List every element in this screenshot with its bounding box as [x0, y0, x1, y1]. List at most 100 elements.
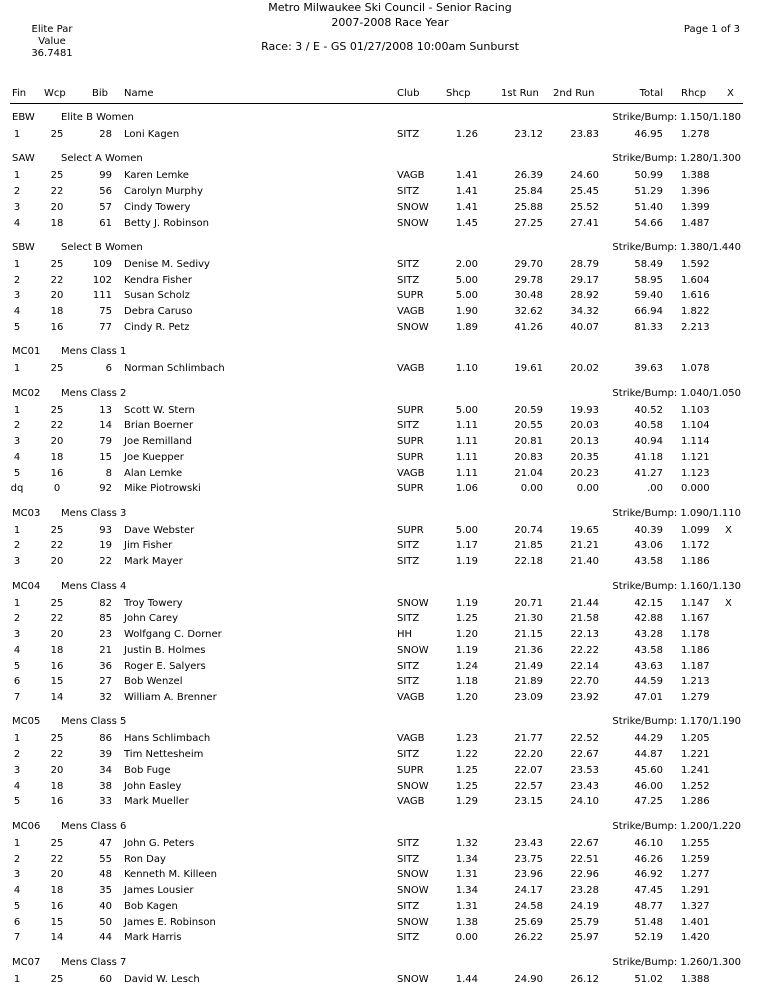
cell-total: 46.00 [634, 780, 663, 792]
page-number: Page 1 of 3 [683, 24, 740, 35]
result-group: MC04 Mens Class 4 Strike/Bump: 1.160/1.130… [0, 579, 780, 706]
cell-rhcp: 1.178 [681, 629, 710, 641]
cell-club: SITZ [397, 258, 420, 270]
table-row: 2 22 14 Brian Boerner SITZ 1.11 20.55 20.03 40.5… [0, 418, 780, 434]
cell-run1: 26.39 [514, 170, 543, 182]
cell-run1: 20.59 [514, 404, 543, 416]
cell-name: James E. Robinson [124, 916, 216, 928]
result-group: SBW Select B Women Strike/Bump: 1.380/1.44… [0, 240, 780, 336]
cell-club: VAGB [397, 733, 425, 745]
cell-wcp: 20 [50, 764, 64, 776]
cell-fin: 1 [13, 524, 21, 536]
cell-name: Debra Caruso [124, 306, 193, 318]
cell-total: 46.10 [634, 837, 663, 849]
cell-total: 51.02 [634, 973, 663, 985]
cell-shcp: 1.11 [455, 467, 478, 479]
cell-run1: 30.48 [514, 290, 543, 302]
cell-rhcp: 1.147 [681, 597, 710, 609]
cell-run2: 22.67 [570, 749, 599, 761]
cell-total: 42.88 [634, 613, 663, 625]
strike-bump: Strike/Bump: 1.380/1.440 [612, 241, 741, 253]
cell-bib: 21 [99, 644, 112, 656]
cell-name: William A. Brenner [124, 692, 217, 704]
cell-wcp: 14 [50, 932, 64, 944]
cell-bib: 92 [99, 483, 112, 495]
cell-bib: 48 [99, 869, 112, 881]
group-header: MC01 Mens Class 1 [0, 344, 780, 361]
cell-run2: 21.44 [570, 597, 599, 609]
cell-club: SITZ [397, 420, 420, 432]
cell-name: Roger E. Salyers [124, 660, 206, 672]
cell-wcp: 22 [50, 613, 64, 625]
cell-run2: 25.52 [570, 201, 599, 213]
elite-par-label-value: Value [38, 36, 66, 47]
result-group: MC05 Mens Class 5 Strike/Bump: 1.170/1.190… [0, 714, 780, 810]
group-name: Mens Class 1 [61, 346, 127, 358]
cell-run1: 23.15 [514, 796, 543, 808]
cell-name: Bob Fuge [124, 764, 171, 776]
cell-fin: 5 [13, 900, 21, 912]
cell-bib: 8 [105, 467, 112, 479]
cell-total: 51.40 [634, 201, 663, 213]
cell-total: 54.66 [634, 217, 663, 229]
cell-name: Mark Harris [124, 932, 182, 944]
cell-name: Justin B. Holmes [124, 644, 206, 656]
cell-total: 43.06 [634, 540, 663, 552]
col-fin: Fin [12, 88, 27, 99]
cell-club: SUPR [397, 290, 424, 302]
group-code: MC02 [12, 387, 41, 399]
table-row: 1 25 82 Troy Towery SNOW 1.19 20.71 21.44 42.15 1… [0, 596, 780, 612]
cell-run2: 34.32 [570, 306, 599, 318]
cell-shcp: 1.34 [455, 853, 478, 865]
table-row: 1 25 13 Scott W. Stern SUPR 5.00 20.59 19.93 40.… [0, 403, 780, 419]
cell-bib: 102 [92, 274, 112, 286]
cell-shcp: 1.20 [455, 629, 478, 641]
cell-wcp: 25 [50, 524, 64, 536]
cell-name: John Easley [124, 780, 182, 792]
table-row: 1 25 28 Loni Kagen SITZ 1.26 23.12 23.83 46.95 1.… [0, 127, 780, 143]
table-row: 2 22 85 John Carey SITZ 1.25 21.30 21.58 42.88 1.… [0, 611, 780, 627]
cell-wcp: 22 [50, 540, 64, 552]
cell-bib: 47 [99, 837, 112, 849]
cell-shcp: 1.19 [455, 597, 478, 609]
cell-club: SNOW [397, 217, 429, 229]
cell-bib: 82 [99, 597, 112, 609]
race-info: Race: 3 / E - GS 01/27/2008 10:00am Sunb… [261, 40, 519, 53]
cell-shcp: 1.10 [455, 363, 478, 375]
cell-club: SUPR [397, 436, 424, 448]
cell-name: Alan Lemke [124, 467, 183, 479]
col-run2: 2nd Run [553, 88, 595, 99]
cell-run1: 29.78 [514, 274, 543, 286]
cell-club: SITZ [397, 932, 420, 944]
cell-shcp: 1.29 [455, 796, 478, 808]
cell-total: 43.58 [634, 556, 663, 568]
cell-club: SNOW [397, 973, 429, 985]
cell-rhcp: 1.401 [681, 916, 710, 928]
group-name: Elite B Women [61, 112, 134, 123]
cell-run2: 25.97 [570, 932, 599, 944]
cell-run1: 24.58 [514, 900, 543, 912]
cell-total: 40.58 [634, 420, 663, 432]
group-name: Select B Women [61, 241, 143, 253]
cell-fin: 1 [13, 404, 21, 416]
strike-bump: Strike/Bump: 1.090/1.110 [612, 507, 741, 519]
cell-total: 47.45 [634, 885, 663, 896]
cell-bib: 33 [99, 796, 112, 808]
cell-wcp: 16 [50, 660, 64, 672]
cell-rhcp: 1.123 [681, 467, 710, 479]
cell-fin: 7 [13, 932, 21, 944]
group-code: MC01 [12, 346, 41, 358]
cell-run2: 22.14 [570, 660, 599, 672]
cell-rhcp: 0.000 [681, 483, 710, 495]
cell-wcp: 15 [50, 916, 64, 928]
cell-shcp: 1.41 [455, 170, 478, 182]
cell-run1: 20.74 [514, 524, 543, 536]
cell-fin: 3 [13, 201, 21, 213]
cell-name: Wolfgang C. Dorner [124, 629, 222, 641]
cell-name: James Lousier [124, 885, 194, 896]
cell-total: 58.95 [634, 274, 663, 286]
cell-bib: 6 [105, 363, 112, 375]
cell-rhcp: 1.399 [681, 201, 710, 213]
cell-wcp: 18 [50, 217, 64, 229]
cell-name: Kendra Fisher [124, 274, 192, 286]
